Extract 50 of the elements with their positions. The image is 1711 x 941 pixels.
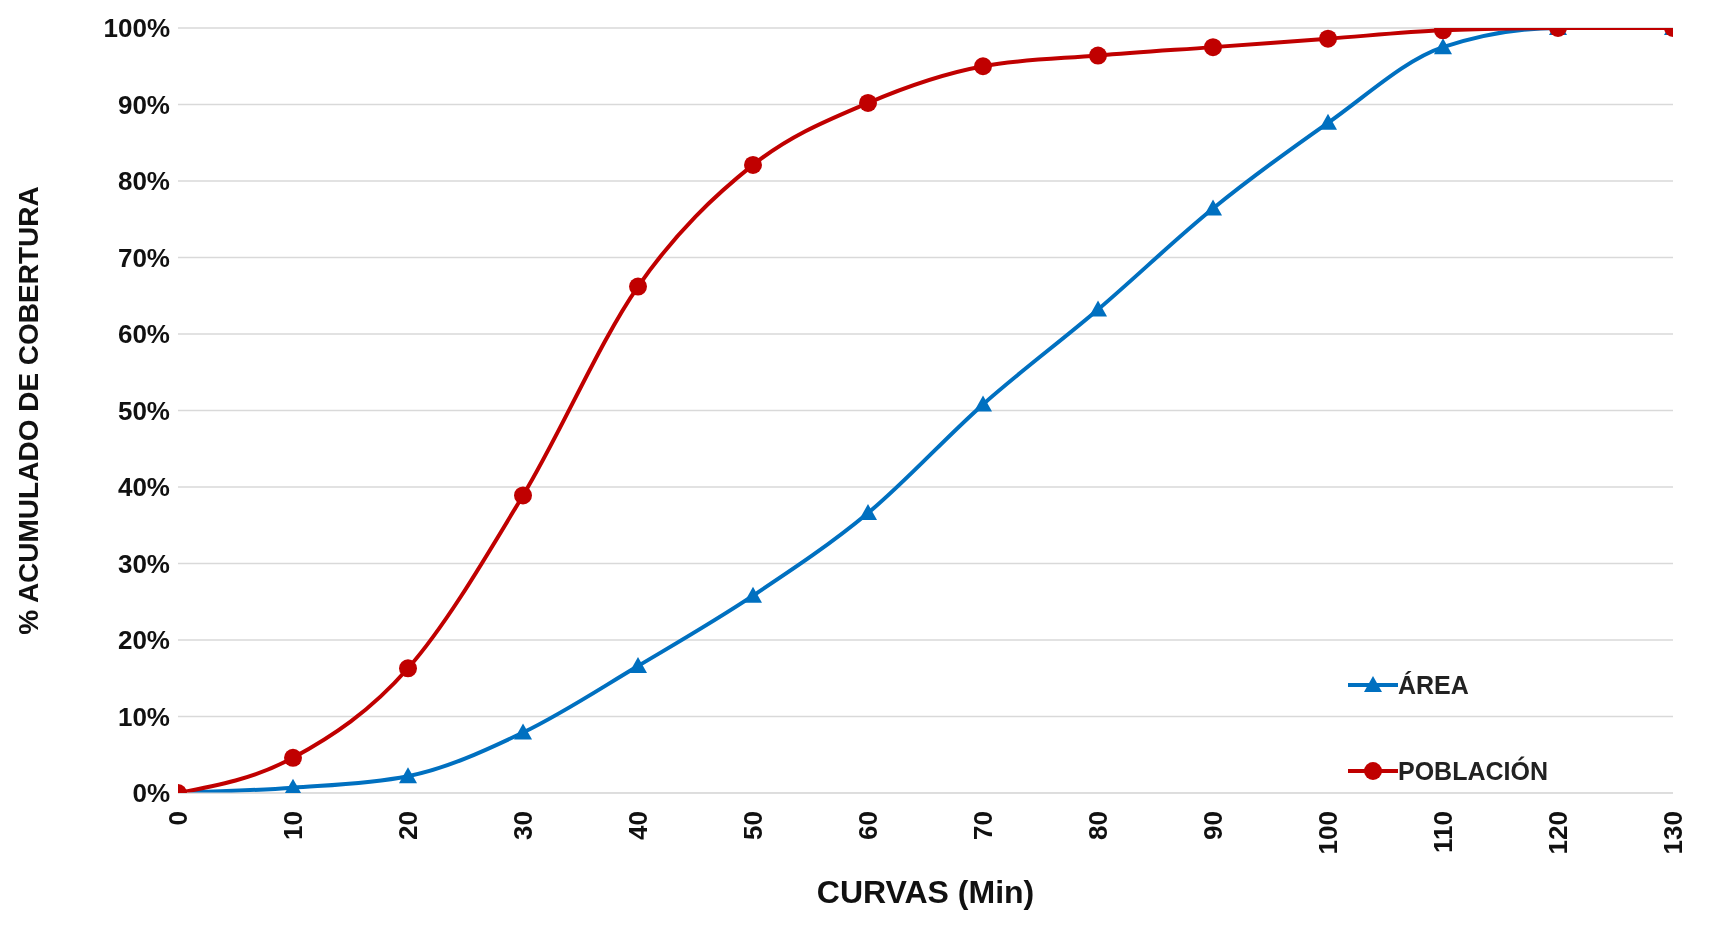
x-tick-label: 30 [508, 811, 538, 840]
point [859, 93, 877, 112]
y-tick-label: 90% [117, 89, 170, 120]
y-tick-label: 50% [117, 395, 170, 426]
y-tick-label: 40% [117, 472, 170, 503]
x-tick-label: 20 [393, 811, 423, 840]
y-tick-label: 70% [117, 242, 170, 273]
point [399, 767, 417, 784]
y-tick-label: 30% [117, 548, 170, 579]
x-tick-label: 100 [1313, 811, 1343, 855]
x-tick-label: 90 [1198, 811, 1228, 840]
y-tick-label: 20% [117, 625, 170, 656]
point [974, 395, 992, 412]
x-tick-label: 130 [1658, 811, 1688, 855]
x-tick-label: 120 [1543, 811, 1573, 855]
point [1434, 38, 1452, 55]
point [1204, 38, 1222, 57]
point [514, 486, 532, 505]
y-axis-title: % ACUMULADO DE COBERTURA [12, 186, 44, 635]
point [1089, 300, 1107, 317]
x-tick-label: 40 [623, 811, 653, 840]
y-tick-label: 100% [103, 13, 170, 44]
y-tick-label: 80% [117, 166, 170, 197]
point [629, 277, 647, 296]
x-tick-label: 110 [1428, 811, 1458, 853]
x-tick-label: 70 [968, 811, 998, 840]
x-tick-label: 0 [163, 811, 193, 826]
x-axis-title: CURVAS (Min) [816, 874, 1035, 910]
point [1089, 46, 1107, 65]
point [629, 657, 647, 674]
y-tick-label: 10% [117, 701, 170, 732]
x-tick-label: 10 [278, 811, 308, 840]
point [974, 57, 992, 76]
point [744, 155, 762, 174]
y-tick-label: 0% [132, 778, 170, 809]
point [514, 723, 532, 740]
point [744, 586, 762, 603]
point [399, 659, 417, 678]
point [284, 748, 302, 767]
x-tick-label: 50 [738, 811, 768, 840]
legend-label: ÁREA [1398, 670, 1469, 700]
point [1319, 29, 1337, 48]
point [1319, 113, 1337, 130]
point [284, 778, 302, 793]
point [859, 504, 877, 521]
y-tick-label: 60% [117, 319, 170, 350]
x-tick-label: 60 [853, 811, 883, 840]
legend-label: POBLACIÓN [1398, 756, 1548, 786]
point [1204, 199, 1222, 216]
x-tick-label: 80 [1083, 811, 1113, 840]
